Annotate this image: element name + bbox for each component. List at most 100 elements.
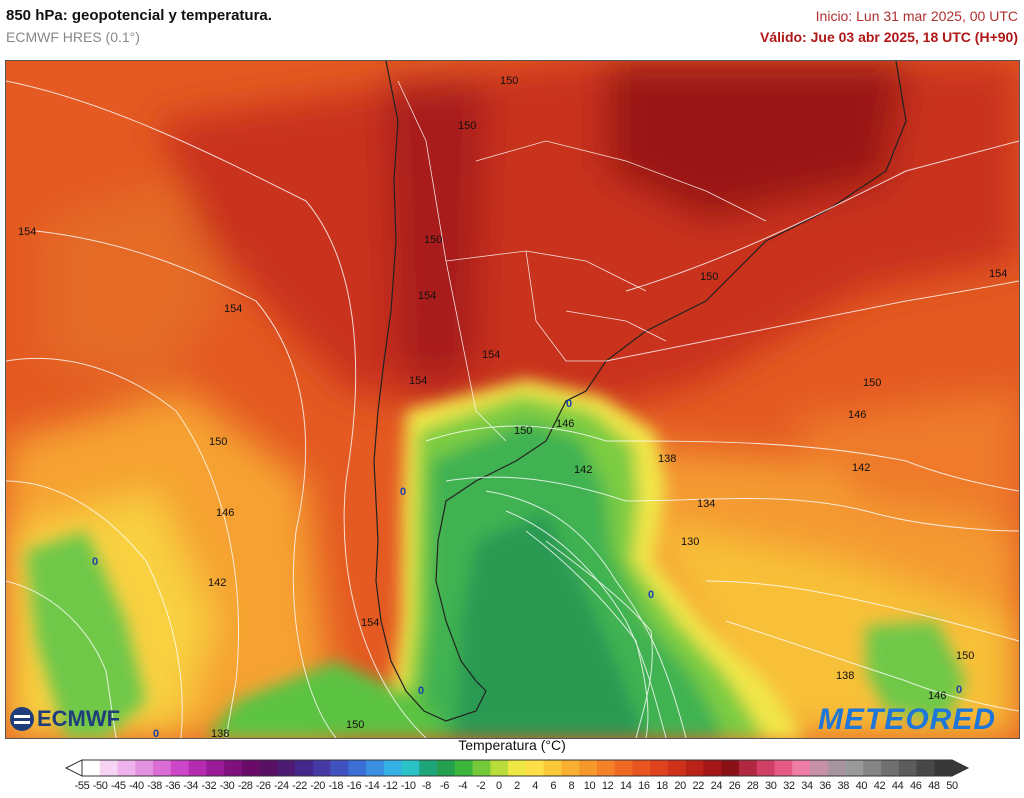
legend-tick-label: 20 [674, 780, 686, 792]
zero-label: 0 [400, 486, 406, 498]
zero-isotherm-labels: 0 0 0 0 0 0 0 [92, 398, 962, 738]
legend-swatch [330, 760, 349, 776]
legend-swatch [419, 760, 438, 776]
contour-label: 150 [514, 425, 532, 437]
contour-label: 138 [836, 670, 854, 682]
ecmwf-wordmark: ECMWF [37, 706, 121, 731]
legend-swatch [206, 760, 225, 776]
legend-swatch [561, 760, 580, 776]
legend-swatch [348, 760, 367, 776]
legend-tick-label: 24 [710, 780, 723, 792]
contour-label: 150 [500, 75, 518, 87]
contour-label: 150 [458, 120, 476, 132]
legend-swatch [170, 760, 189, 776]
legend-tick-label: -34 [183, 780, 199, 792]
legend-tick-label: -50 [92, 780, 108, 792]
legend-swatch [827, 760, 846, 776]
legend-tick-label: -32 [201, 780, 217, 792]
legend-swatch [82, 760, 101, 776]
legend-swatch [596, 760, 615, 776]
legend-tick-label: -12 [382, 780, 398, 792]
contour-label: 150 [346, 719, 364, 731]
contour-label: 154 [482, 349, 500, 361]
ecmwf-mark-icon [10, 707, 34, 731]
contour-label: 150 [956, 650, 974, 662]
contour-label: 146 [556, 418, 574, 430]
contour-label: 154 [224, 303, 242, 315]
legend-tick-label: -16 [346, 780, 362, 792]
legend-tick-label: -10 [400, 780, 416, 792]
meteored-logo: METEORED [817, 703, 996, 736]
legend-tick-label: 46 [910, 780, 922, 792]
contour-label: 142 [574, 464, 592, 476]
legend-swatch [99, 760, 118, 776]
legend-tick-label: 38 [837, 780, 850, 792]
legend-swatch [117, 760, 136, 776]
legend-swatch [614, 760, 633, 776]
zero-label: 0 [92, 556, 98, 568]
legend-tick-label: 36 [819, 780, 831, 792]
legend-swatch [703, 760, 722, 776]
legend-tick-label: -22 [292, 780, 307, 792]
legend-arrow-left [64, 759, 83, 777]
legend-tick-label: -6 [440, 780, 449, 792]
legend-swatch [437, 760, 456, 776]
contour-label: 150 [700, 271, 718, 283]
legend-tick-label: -40 [129, 780, 144, 792]
contour-label: 146 [928, 690, 946, 702]
contour-label: 150 [863, 377, 881, 389]
contour-label: 142 [852, 462, 870, 474]
legend-swatch [543, 760, 562, 776]
legend-tick-label: 6 [550, 780, 557, 792]
zero-label: 0 [566, 398, 572, 410]
legend-tick-label: -2 [476, 780, 486, 792]
legend-tick-label: 0 [496, 780, 502, 792]
contour-label: 130 [681, 536, 699, 548]
legend-swatch [934, 760, 953, 776]
legend-swatch [880, 760, 900, 776]
legend-tick-label: -28 [237, 780, 253, 792]
legend-tick-label: -4 [458, 780, 468, 792]
zero-label: 0 [153, 728, 159, 738]
legend-swatch [685, 760, 704, 776]
legend-swatch [188, 760, 207, 776]
legend-swatch [295, 760, 314, 776]
borders [397, 80, 767, 442]
coastlines [373, 61, 907, 722]
legend-swatch [632, 760, 651, 776]
zero-label: 0 [648, 589, 654, 601]
contour-label: 138 [211, 728, 229, 738]
contour-label: 146 [848, 409, 866, 421]
legend-tick-label: 48 [928, 780, 940, 792]
contour-label: 138 [658, 453, 676, 465]
model-name: ECMWF HRES (0.1°) [6, 29, 140, 45]
contour-label: 146 [216, 507, 234, 519]
legend-swatch [454, 760, 473, 776]
legend-tick-label: 26 [728, 780, 741, 792]
contour-label: 154 [361, 617, 379, 629]
legend-tick-label: -36 [165, 780, 180, 792]
legend-tick-label: -24 [274, 780, 289, 792]
legend-swatch [383, 760, 402, 776]
contour-label: 150 [209, 436, 227, 448]
legend-swatch [259, 760, 278, 776]
legend-tick-label: 22 [692, 780, 705, 792]
weather-map[interactable]: 150 150 154 154 154 150 154 154 150 146 … [5, 60, 1020, 739]
legend-tick-label: -8 [421, 780, 431, 792]
legend-swatch [366, 760, 385, 776]
legend-tick-label: 16 [638, 780, 650, 792]
legend-swatch [667, 760, 686, 776]
legend-swatch [401, 760, 420, 776]
legend-swatch [312, 760, 331, 776]
legend-swatch [863, 760, 882, 776]
legend-swatch [490, 760, 509, 776]
legend-tick-label: 10 [583, 780, 596, 792]
map-title: 850 hPa: geopotencial y temperatura. [6, 7, 272, 24]
legend-tick-label: -26 [255, 780, 271, 792]
legend-tick-labels: -55 -50 -45 -40 -38 -36 -34 -32 -30 -28 -26 -24 -22-… [0, 780, 1024, 796]
legend-tick-label: -18 [328, 780, 344, 792]
legend-title: Temperatura (°C) [458, 737, 566, 753]
legend-tick-label: 42 [873, 780, 886, 792]
legend-swatch [650, 760, 669, 776]
zero-label: 0 [956, 684, 962, 696]
